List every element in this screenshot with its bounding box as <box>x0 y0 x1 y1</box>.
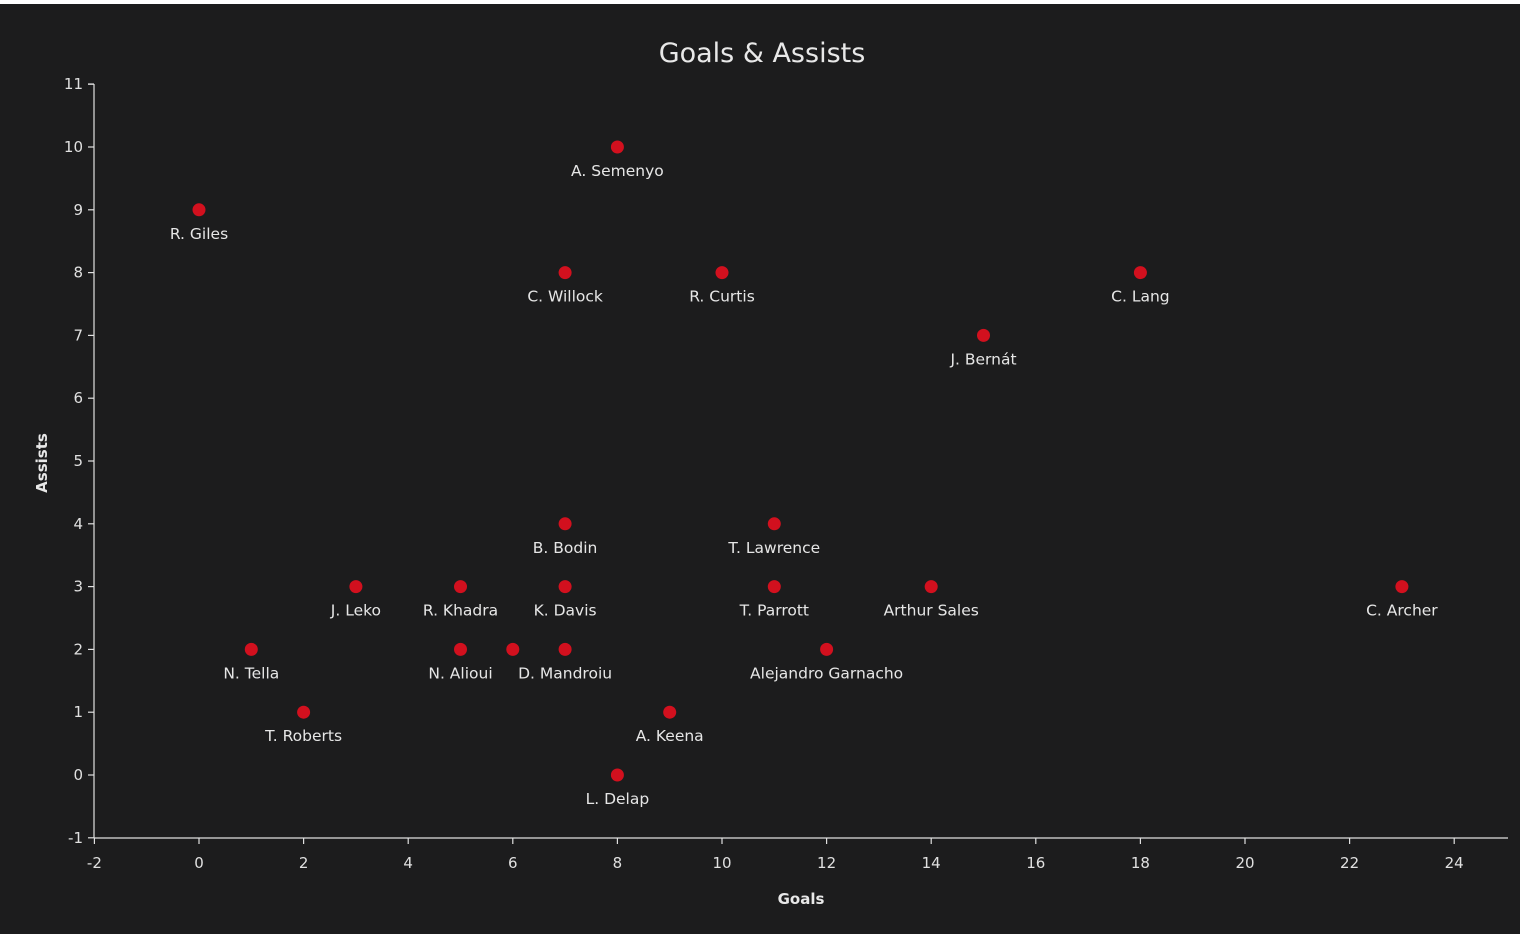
x-tick-label: 8 <box>613 854 623 872</box>
data-point <box>192 203 206 217</box>
y-tick-label: 11 <box>64 75 83 93</box>
point-label: C. Lang <box>1111 288 1169 306</box>
x-tick-label: 16 <box>1026 854 1045 872</box>
y-axis-ticks: -1 0 1 2 3 4 5 6 7 8 9 10 11 <box>64 75 94 847</box>
y-tick-label: 1 <box>73 703 83 721</box>
data-point <box>244 642 258 656</box>
y-axis-title: Assists <box>33 433 51 493</box>
x-tick-label: 22 <box>1340 854 1359 872</box>
y-tick-label: -1 <box>68 829 83 847</box>
point-label: J. Leko <box>330 602 381 620</box>
data-point <box>1395 580 1409 594</box>
point-label: C. Willock <box>527 288 603 306</box>
y-tick-label: 4 <box>73 515 83 533</box>
y-tick-label: 5 <box>73 452 83 470</box>
x-tick-label: 18 <box>1131 854 1150 872</box>
point-label: T. Lawrence <box>727 539 820 557</box>
data-point <box>506 642 520 656</box>
data-point <box>558 580 572 594</box>
point-label: J. Bernát <box>949 350 1016 368</box>
data-point <box>820 642 834 656</box>
data-point <box>610 140 624 154</box>
x-tick-label: 6 <box>508 854 518 872</box>
x-tick-label: 2 <box>299 854 309 872</box>
y-tick-label: 2 <box>73 640 83 658</box>
y-tick-label: 8 <box>73 264 83 282</box>
x-axis-title: Goals <box>778 890 825 908</box>
point-label: R. Khadra <box>423 602 498 620</box>
x-tick-label: 24 <box>1445 854 1464 872</box>
point-label: R. Giles <box>170 225 228 243</box>
y-tick-label: 9 <box>73 201 83 219</box>
point-label: L. Delap <box>586 790 650 808</box>
point-label: T. Roberts <box>264 727 342 745</box>
data-point <box>924 580 938 594</box>
data-point <box>977 328 990 342</box>
point-label: T. Parrott <box>739 602 809 620</box>
point-label: Arthur Sales <box>884 602 979 620</box>
data-points: A. Semenyo R. Giles C. Willock R. Curtis C. … <box>170 140 1438 808</box>
data-point <box>715 266 729 280</box>
data-point <box>1133 266 1147 280</box>
data-point <box>610 768 624 782</box>
y-tick-label: 3 <box>73 578 83 596</box>
y-tick-label: 6 <box>73 389 83 407</box>
x-tick-label: 4 <box>403 854 413 872</box>
y-tick-label: 10 <box>64 138 83 156</box>
data-point <box>454 580 467 594</box>
point-label: C. Archer <box>1366 602 1438 620</box>
data-point <box>663 705 677 719</box>
data-point <box>558 517 572 531</box>
point-label: N. Alioui <box>428 664 492 682</box>
point-label: A. Semenyo <box>571 162 664 180</box>
point-label: N. Tella <box>223 664 279 682</box>
chart-title: Goals & Assists <box>659 38 866 69</box>
x-tick-label: 14 <box>922 854 941 872</box>
point-label: R. Curtis <box>689 288 755 306</box>
data-point <box>767 580 781 594</box>
point-label: A. Keena <box>636 727 704 745</box>
scatter-chart: Goals & Assists Goals Assists -2 0 2 4 6 8 10 1… <box>33 38 1508 908</box>
x-axis-ticks: -2 0 2 4 6 8 10 12 14 16 18 20 22 24 <box>87 838 1464 872</box>
x-tick-label: 12 <box>817 854 836 872</box>
x-tick-label: 10 <box>712 854 731 872</box>
y-tick-label: 7 <box>73 326 83 344</box>
data-point <box>454 642 467 656</box>
data-point <box>349 580 363 594</box>
y-tick-label: 0 <box>73 766 83 784</box>
point-label: D. Mandroiu <box>518 664 612 682</box>
data-point <box>767 517 781 531</box>
point-label: K. Davis <box>534 602 597 620</box>
x-tick-label: 0 <box>194 854 204 872</box>
point-label: B. Bodin <box>533 539 598 557</box>
point-label: Alejandro Garnacho <box>750 664 903 682</box>
data-point <box>297 705 311 719</box>
data-point <box>558 266 572 280</box>
x-tick-label: -2 <box>87 854 102 872</box>
chart-panel: Goals & Assists Goals Assists -2 0 2 4 6 8 10 1… <box>0 4 1520 934</box>
x-tick-label: 20 <box>1235 854 1254 872</box>
data-point <box>558 642 572 656</box>
